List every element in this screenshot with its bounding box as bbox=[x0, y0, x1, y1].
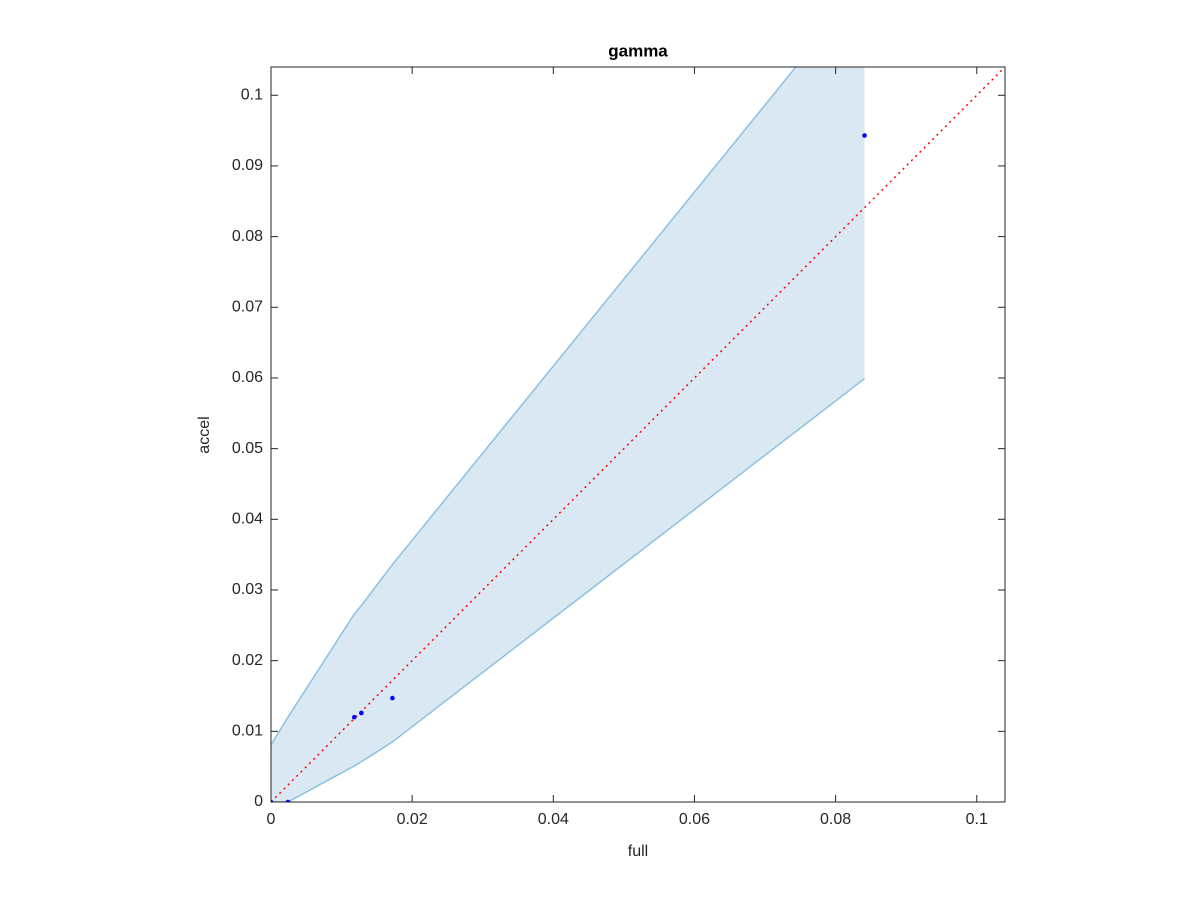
y-tick-label: 0.03 bbox=[232, 581, 263, 598]
y-axis-label: accel bbox=[196, 416, 213, 453]
data-point bbox=[359, 710, 364, 716]
y-tick-label: 0.04 bbox=[232, 511, 263, 528]
x-axis-label: full bbox=[628, 843, 648, 860]
data-point bbox=[351, 714, 357, 720]
x-tick-label: 0.08 bbox=[820, 811, 851, 828]
data-point bbox=[285, 799, 291, 802]
y-tick-label: 0.01 bbox=[232, 723, 263, 740]
y-tick-label: 0.07 bbox=[232, 299, 263, 316]
data-point bbox=[271, 799, 274, 802]
axes-box bbox=[270, 66, 1006, 803]
data-point bbox=[862, 133, 867, 138]
y-tick-label: 0.09 bbox=[232, 157, 263, 174]
y-tick-label: 0 bbox=[254, 793, 263, 810]
chart-title: gamma bbox=[608, 41, 668, 60]
y-tick-label: 0.05 bbox=[232, 440, 263, 457]
confidence-band bbox=[271, 67, 865, 802]
x-tick-label: 0.02 bbox=[397, 811, 428, 828]
x-tick-label: 0.06 bbox=[679, 811, 710, 828]
x-tick-label: 0.1 bbox=[966, 811, 988, 828]
y-tick-label: 0.1 bbox=[241, 86, 263, 103]
y-tick-label: 0.02 bbox=[232, 652, 263, 669]
band-upper-edge bbox=[271, 67, 797, 746]
y-tick-label: 0.06 bbox=[232, 369, 263, 386]
band-lower-edge bbox=[271, 378, 866, 802]
data-point bbox=[390, 695, 395, 701]
x-tick-label: 0 bbox=[267, 811, 276, 828]
y-tick-label: 0.08 bbox=[232, 228, 263, 245]
x-tick-label: 0.04 bbox=[538, 811, 569, 828]
identity-line bbox=[271, 67, 1005, 802]
plot-area bbox=[271, 67, 1005, 802]
